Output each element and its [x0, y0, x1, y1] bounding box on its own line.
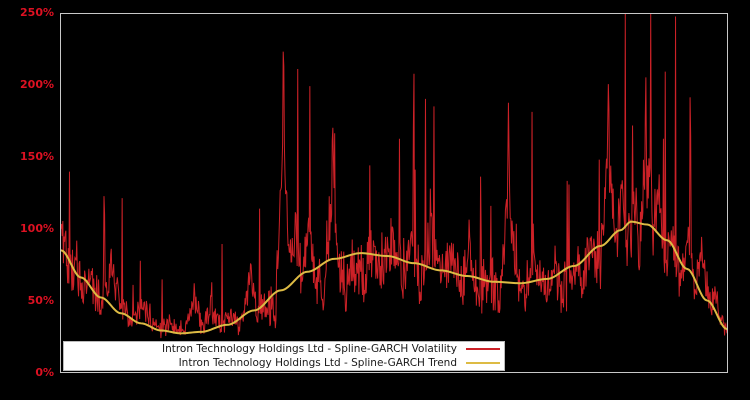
series-line-trend — [61, 220, 727, 335]
plot-series-svg — [61, 14, 727, 339]
chart-legend: Intron Technology Holdings Ltd - Spline-… — [63, 341, 505, 371]
y-axis-tick-labels: 0% 50% 100% 150% 200% 250% — [0, 0, 54, 400]
y-axis-tick-label: 50% — [27, 294, 54, 307]
y-axis-tick-label: 100% — [20, 222, 54, 235]
plot-area — [60, 13, 728, 373]
legend-color-swatch — [466, 348, 500, 350]
y-axis-tick-label: 200% — [20, 78, 54, 91]
legend-entry-label: Intron Technology Holdings Ltd - Spline-… — [161, 343, 457, 355]
legend-entry: Intron Technology Holdings Ltd - Spline-… — [64, 342, 504, 356]
y-axis-tick-label: 150% — [20, 150, 54, 163]
y-axis-tick-label: 0% — [35, 366, 54, 379]
legend-entry-label: Intron Technology Holdings Ltd - Spline-… — [178, 357, 457, 369]
series-line-volatility — [61, 14, 727, 339]
legend-entry: Intron Technology Holdings Ltd - Spline-… — [64, 356, 504, 370]
y-axis-tick-label: 250% — [20, 6, 54, 19]
legend-color-swatch — [466, 362, 500, 364]
